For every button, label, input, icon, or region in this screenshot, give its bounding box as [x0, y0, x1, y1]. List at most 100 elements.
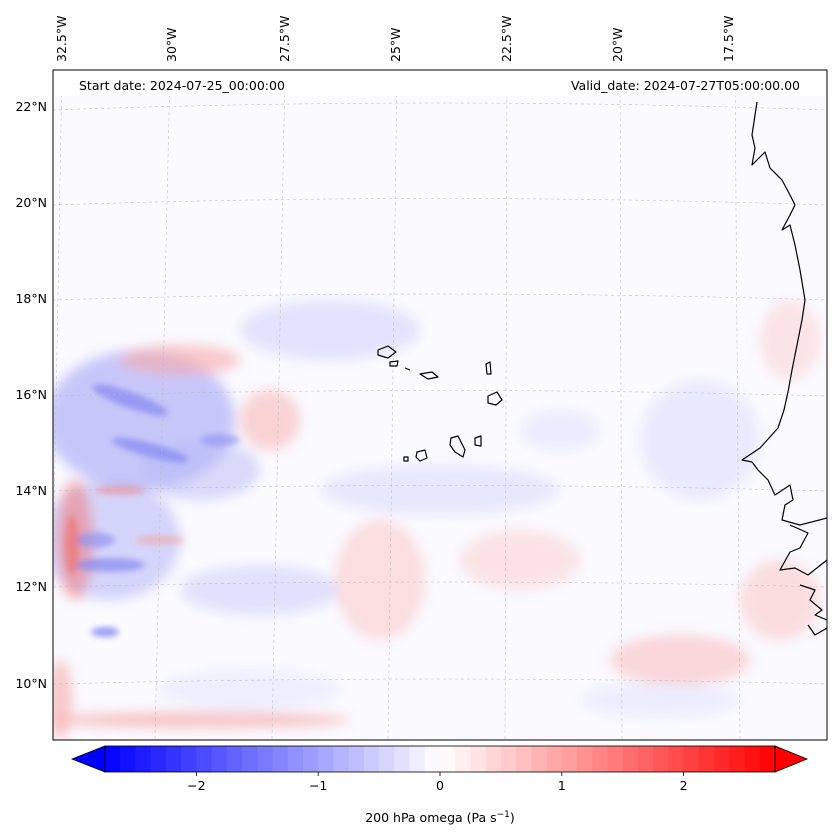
island-santo-antao	[377, 345, 397, 359]
colorbar-cell	[470, 746, 487, 772]
colorbar-cell	[592, 746, 608, 772]
lat-label-14n: 14°N	[15, 483, 47, 498]
colorbar-cell	[440, 746, 456, 772]
island-sao-nicolau	[419, 371, 439, 380]
header-band	[53, 70, 827, 96]
colorbar-cell	[120, 746, 136, 772]
colorbar-cell	[242, 746, 258, 772]
colorbar-cell	[531, 746, 548, 772]
colorbar-cell	[287, 746, 304, 772]
colorbar-cell	[135, 746, 152, 772]
start-date-label: Start date: 2024-07-25_00:00:00	[79, 78, 285, 93]
colorbar-tick-label: −1	[309, 778, 327, 793]
colorbar-cell	[744, 746, 761, 772]
colorbar-extend-min	[70, 745, 106, 773]
meridian-25w	[387, 70, 398, 740]
lat-label-22n: 22°N	[15, 99, 47, 114]
coastline	[377, 101, 827, 636]
colorbar-cell	[455, 746, 471, 772]
lat-label-20n: 20°N	[15, 195, 47, 210]
parallel-12n	[53, 581, 827, 588]
colorbar-cell	[424, 746, 441, 772]
meridian-22-5w	[504, 70, 508, 740]
colorbar-cell	[637, 746, 654, 772]
colorbar-cell	[211, 746, 228, 772]
colorbar-cell	[653, 746, 669, 772]
colorbar: −2 −1 0 1 2 200 hPa omega (Pa s−1)	[70, 745, 809, 825]
parallel-14n	[53, 485, 827, 492]
colorbar-cell	[561, 746, 578, 772]
parallel-10n	[53, 678, 827, 685]
island-sal	[485, 361, 492, 375]
map-frame	[52, 69, 828, 741]
colorbar-cell	[333, 746, 350, 772]
colorbar-cell	[607, 746, 624, 772]
lon-label-27-5w: 27.5°W	[277, 16, 292, 62]
parallel-16n	[53, 390, 827, 397]
colorbar-cell	[759, 746, 776, 772]
colorbar-cell	[150, 746, 167, 772]
omega-field	[53, 300, 820, 740]
colorbar-tick-label: −2	[187, 778, 205, 793]
island-santiago	[449, 435, 466, 458]
valid-date-label: Valid_date: 2024-07-27T05:00:00.00	[571, 78, 800, 93]
meridian-17-5w	[734, 70, 741, 740]
colorbar-cell	[379, 746, 395, 772]
longitude-labels: 32.5°W 30°W 27.5°W 25°W 22.5°W 20°W 17.5…	[54, 16, 736, 62]
lon-label-20w: 20°W	[610, 27, 625, 62]
colorbar-cell	[485, 746, 502, 772]
colorbar-cell	[181, 746, 197, 772]
colorbar-cell	[348, 746, 365, 772]
colorbar-cell	[516, 746, 532, 772]
colorbar-cell	[302, 746, 319, 772]
colorbar-cell	[668, 746, 685, 772]
colorbar-label: 200 hPa omega (Pa s−1)	[365, 810, 515, 825]
colorbar-cell	[714, 746, 730, 772]
colorbar-label-sup: −1	[497, 810, 510, 820]
meridian-27-5w	[271, 70, 286, 740]
colorbar-cell	[105, 746, 121, 772]
meridian-30w	[154, 70, 171, 740]
parallel-22n	[53, 102, 827, 111]
africa-coastline	[741, 101, 827, 636]
colorbar-cell	[165, 746, 182, 772]
colorbar-cell	[409, 746, 426, 772]
colorbar-cell	[226, 746, 243, 772]
colorbar-cell	[272, 746, 289, 772]
latitude-labels: 22°N 20°N 18°N 16°N 14°N 12°N 10°N	[15, 99, 47, 691]
colorbar-cell	[394, 746, 411, 772]
colorbar-cell	[363, 746, 380, 772]
graticule	[53, 70, 827, 740]
colorbar-cell	[622, 746, 639, 772]
lon-label-30w: 30°W	[164, 27, 179, 62]
meridian-20w	[619, 70, 623, 740]
lat-label-18n: 18°N	[15, 291, 47, 306]
island-boa-vista	[487, 391, 503, 406]
colorbar-cell	[196, 746, 213, 772]
island-brava	[403, 456, 409, 462]
colorbar-cell	[577, 746, 593, 772]
lon-label-22-5w: 22.5°W	[499, 16, 514, 62]
colorbar-cell	[729, 746, 746, 772]
colorbar-cell	[257, 746, 273, 772]
lon-label-17-5w: 17.5°W	[721, 16, 736, 62]
lat-label-16n: 16°N	[15, 387, 47, 402]
colorbar-extend-max	[774, 745, 809, 773]
colorbar-tick-label: 0	[436, 778, 444, 793]
island-maio	[474, 435, 482, 447]
parallel-20n	[53, 198, 827, 206]
island-santa-luzia	[404, 367, 411, 371]
colorbar-tick-label: 2	[680, 778, 688, 793]
lat-label-10n: 10°N	[15, 676, 47, 691]
colorbar-cell	[546, 746, 563, 772]
colorbar-cells	[105, 746, 776, 772]
colorbar-label-close: )	[510, 810, 515, 825]
lon-label-25w: 25°W	[388, 27, 403, 62]
colorbar-ticks: −2 −1 0 1 2	[187, 772, 688, 793]
colorbar-cell	[500, 746, 517, 772]
colorbar-cell	[698, 746, 715, 772]
island-sao-vicente	[389, 360, 399, 367]
lon-label-32-5w: 32.5°W	[54, 16, 69, 62]
colorbar-label-main: 200 hPa omega (Pa s	[365, 810, 496, 825]
lat-label-12n: 12°N	[15, 579, 47, 594]
